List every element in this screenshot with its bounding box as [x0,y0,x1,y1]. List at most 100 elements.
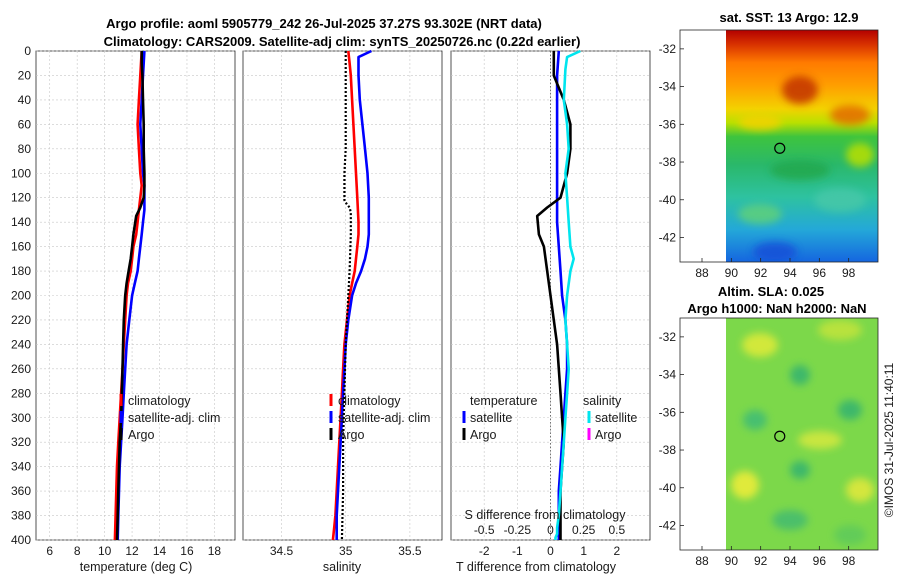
y-tick-label: 320 [11,435,31,449]
difference-xlabel: T difference from climatology [456,560,617,574]
map-lon-tick-label: 92 [754,266,768,280]
salinity-legend: climatology satellite-adj. clim Argo [329,394,430,442]
map-lat-tick-label: -32 [659,42,677,56]
copyright-text: ©IMOS 31-Jul-2025 11:40:11 [882,362,896,517]
x-tick-label: -2 [479,544,490,558]
sst-map-blank-area [680,30,726,262]
y-tick-label: 220 [11,313,31,327]
x-tick-label: 34.5 [270,544,294,558]
y-tick-label: 40 [18,93,32,107]
y-tick-label: 280 [11,386,31,400]
x-tick-label: 16 [180,544,194,558]
temperature-legend: climatology satellite-adj. clim Argo [119,394,220,442]
y-tick-label: 380 [11,509,31,523]
series-t-argo-line [535,51,572,540]
sal-legend-satellite-label: satellite-adj. clim [338,411,430,425]
y-tick-label: 400 [11,533,31,547]
map-lon-tick-label: 98 [842,554,856,568]
map-lon-tick-label: 88 [695,266,709,280]
y-tick-label: 200 [11,289,31,303]
y-tick-label: 340 [11,460,31,474]
x-tick-label: 10 [98,544,112,558]
map-lat-tick-label: -36 [659,117,677,131]
diff-legend-t-satellite-label: satellite [470,411,512,425]
sla-map-title-line1: Altim. SLA: 0.025 [718,284,824,299]
map-lon-tick-label: 92 [754,554,768,568]
s-tick-label: 0.5 [608,523,625,537]
y-tick-label: 60 [18,117,32,131]
x-tick-label: 12 [125,544,139,558]
temperature-xlabel: temperature (deg C) [80,560,193,574]
x-tick-label: 14 [153,544,167,558]
x-tick-label: 6 [46,544,53,558]
map-lat-tick-label: -34 [659,368,677,382]
map-lat-tick-label: -36 [659,405,677,419]
diff-legend-temperature-title: temperature [470,394,537,408]
x-tick-label: 0 [547,544,554,558]
diff-legend-s-argo-label: Argo [595,428,621,442]
sal-legend-climatology-label: climatology [338,394,401,408]
sst-map-title: sat. SST: 13 Argo: 12.9 [720,10,859,25]
legend-argo-label: Argo [128,428,154,442]
y-tick-label: 240 [11,337,31,351]
map-lat-tick-label: -40 [659,193,677,207]
map-lat-tick-label: -34 [659,80,677,94]
s-difference-xlabel: S difference from climatology [465,508,627,522]
y-tick-label: 260 [11,362,31,376]
map-lat-tick-label: -40 [659,481,677,495]
s-tick-label: -0.25 [504,523,532,537]
diff-legend-s-satellite-label: satellite [595,411,637,425]
sla-map [679,317,879,551]
s-tick-label: 0.25 [572,523,596,537]
map-lon-tick-label: 94 [783,266,797,280]
legend-satellite-label: satellite-adj. clim [128,411,220,425]
sla-map-blank-area [680,318,726,550]
y-tick-label: 360 [11,484,31,498]
map-lat-tick-label: -38 [659,155,677,169]
argo-position-marker [774,142,786,154]
series-satellite-adj-clim-line [335,49,372,540]
sla-map-title-line2: Argo h1000: NaN h2000: NaN [687,301,866,316]
map-lat-tick-label: -42 [659,230,677,244]
x-tick-label: 35.5 [398,544,422,558]
figure-title-line1: Argo profile: aoml 5905779_242 26-Jul-20… [106,16,542,31]
x-tick-label: -1 [512,544,523,558]
y-tick-label: 100 [11,166,31,180]
sal-legend-argo-label: Argo [338,428,364,442]
map-lon-tick-label: 88 [695,554,709,568]
y-tick-label: 140 [11,215,31,229]
x-tick-label: 18 [208,544,222,558]
map-lat-tick-label: -38 [659,443,677,457]
sst-map-field [726,30,878,262]
map-lon-tick-label: 94 [783,554,797,568]
x-tick-label: 8 [74,544,81,558]
y-tick-label: 180 [11,264,31,278]
argo-position-marker [774,430,786,442]
diff-legend-t-argo-label: Argo [470,428,496,442]
map-lon-tick-label: 98 [842,266,856,280]
y-tick-label: 80 [18,142,32,156]
sla-map-field [726,318,878,550]
map-lon-tick-label: 90 [725,554,739,568]
s-tick-label: -0.5 [474,523,495,537]
series-argo-line [340,51,352,541]
legend-climatology-label: climatology [128,394,191,408]
y-tick-label: 300 [11,411,31,425]
difference-legend: temperature satellite Argo salinity sate… [462,394,637,442]
s-tick-label: 0 [547,523,554,537]
series-s-satellite-line [554,49,581,540]
salinity-xlabel: salinity [323,560,362,574]
y-tick-label: 0 [24,44,31,58]
figure-title-line2: Climatology: CARS2009. Satellite-adj cli… [104,34,581,49]
x-tick-label: 2 [613,544,620,558]
map-lat-tick-label: -42 [659,518,677,532]
series-climatology-line [113,50,143,541]
sst-map [679,29,879,263]
x-tick-label: 35 [339,544,353,558]
y-tick-label: 160 [11,240,31,254]
map-lat-tick-label: -32 [659,330,677,344]
x-tick-label: 1 [580,544,587,558]
y-tick-label: 120 [11,191,31,205]
diff-legend-salinity-title: salinity [583,394,622,408]
